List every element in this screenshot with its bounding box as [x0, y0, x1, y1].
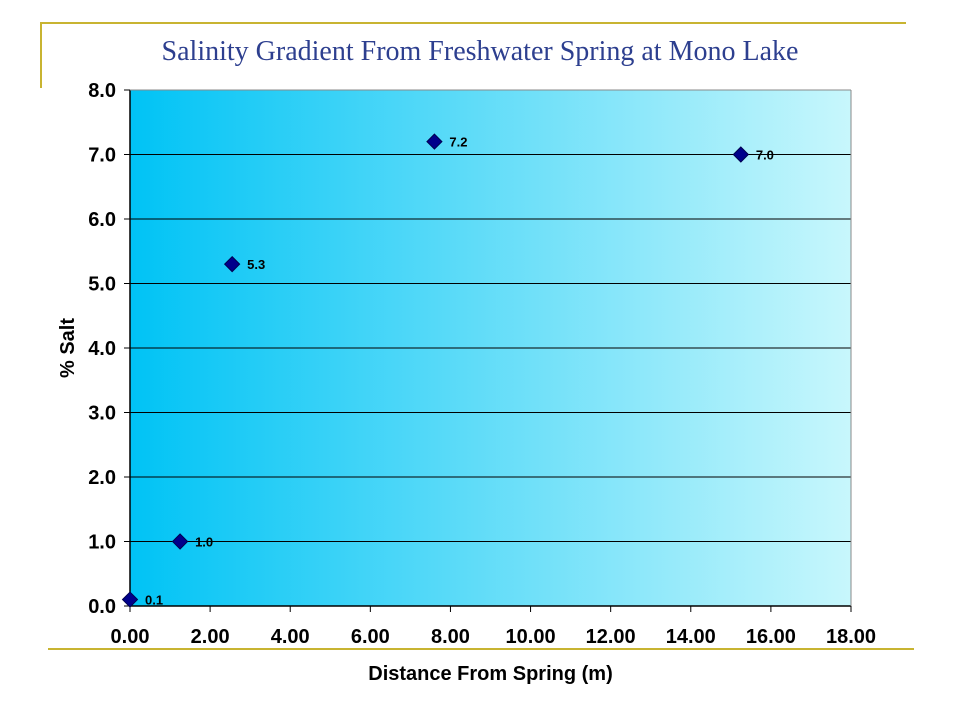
chart-title: Salinity Gradient From Freshwater Spring…	[161, 36, 799, 67]
x-tick-labels: 0.00 2.00 4.00 6.00 8.00 10.00 12.00 14.00 16.00…	[111, 626, 877, 648]
x-tick-label: 12.00	[586, 626, 636, 648]
x-tick-label: 2.00	[191, 626, 230, 648]
x-tick-label: 10.00	[506, 626, 556, 648]
y-tick-label: 5.0	[88, 274, 116, 296]
y-tick-label: 4.0	[88, 338, 116, 360]
data-label: 1.0	[195, 535, 213, 550]
x-tick-label: 4.00	[271, 626, 310, 648]
slide-frame-bottom-line	[48, 648, 914, 650]
y-tick-label: 1.0	[88, 532, 116, 554]
data-label: 0.1	[145, 593, 163, 608]
slide-frame-top-line	[40, 22, 906, 24]
data-points	[121, 133, 750, 608]
x-tick-label: 6.00	[351, 626, 390, 648]
slide-frame-left-line	[40, 22, 42, 88]
data-point	[171, 533, 189, 550]
data-point	[223, 255, 241, 273]
data-label: 7.2	[449, 135, 467, 150]
y-tick-labels: 0.0 1.0 2.0 3.0 4.0 5.0 6.0 7.0 8.0	[88, 80, 116, 618]
data-label: 5.3	[247, 257, 265, 272]
y-tick-label: 2.0	[88, 467, 116, 489]
y-axis-title: % Salt	[57, 318, 79, 378]
y-tick-label: 8.0	[88, 80, 116, 102]
y-tick-label: 3.0	[88, 403, 116, 425]
x-tick-label: 8.00	[431, 626, 470, 648]
data-point	[732, 146, 750, 163]
data-point	[121, 591, 139, 608]
data-labels: 0.1 1.0 5.3 7.2 7.0	[145, 135, 774, 608]
axes	[129, 89, 852, 607]
y-tick-label: 0.0	[88, 596, 116, 618]
y-tick-label: 6.0	[88, 209, 116, 231]
y-tick-label: 7.0	[88, 145, 116, 167]
x-tick-label: 16.00	[746, 626, 796, 648]
x-tick-label: 18.00	[826, 626, 876, 648]
data-point	[426, 133, 443, 150]
x-tick-label: 0.00	[111, 626, 150, 648]
x-tick-label: 14.00	[666, 626, 716, 648]
x-axis-title: Distance From Spring (m)	[368, 663, 612, 685]
data-label: 7.0	[756, 148, 774, 163]
